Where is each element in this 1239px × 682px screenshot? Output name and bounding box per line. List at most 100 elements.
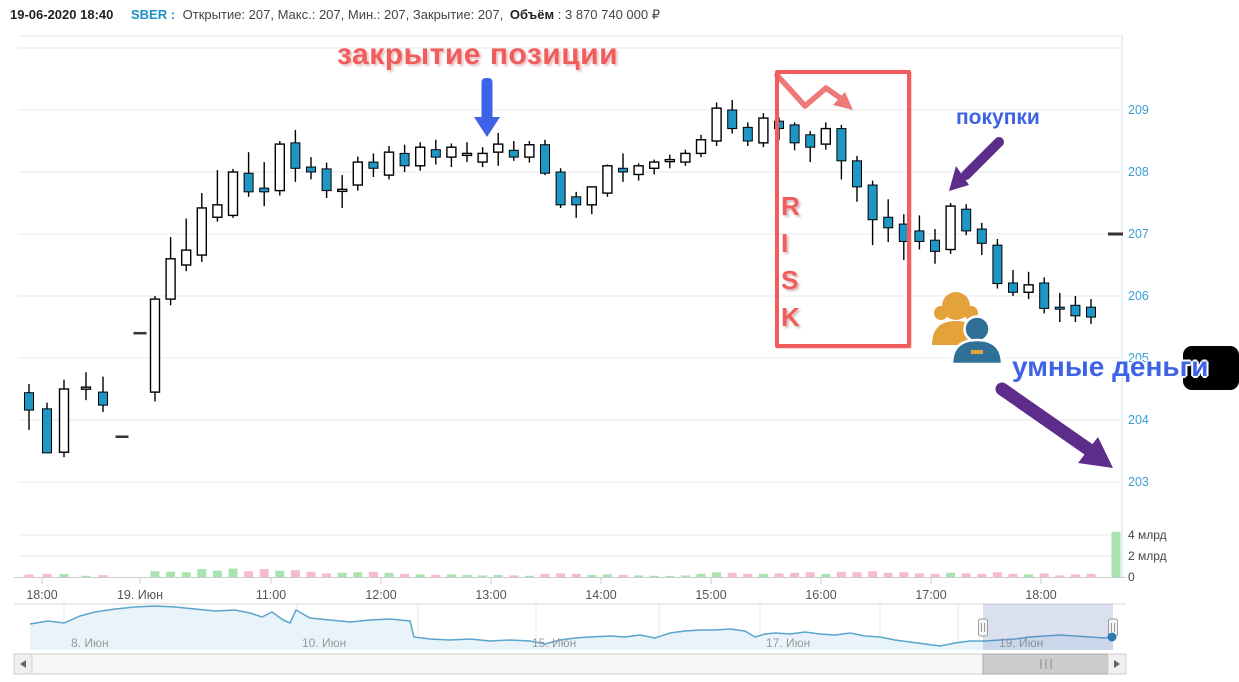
volume-bar <box>384 572 394 577</box>
candle-up <box>695 139 707 155</box>
candle-down <box>1039 282 1050 309</box>
x-axis-label: 14:00 <box>585 588 616 602</box>
candle-down <box>508 149 519 158</box>
volume-bar <box>883 572 893 577</box>
annotation-risk: R I S K <box>781 188 800 336</box>
volume-bar <box>727 572 737 577</box>
candle-up <box>180 249 192 266</box>
volume-bar <box>899 572 909 577</box>
candle-down <box>24 392 34 411</box>
x-axis-label: 17:00 <box>915 588 946 602</box>
volume-bar <box>961 573 971 577</box>
price-axis-label: 203 <box>1128 475 1149 489</box>
x-axis-label: 18:00 <box>1025 588 1056 602</box>
navigator-line <box>29 605 1114 647</box>
volume-bar <box>930 573 940 577</box>
candle-down <box>290 142 301 169</box>
volume-bar <box>602 574 612 577</box>
candle-down <box>742 126 753 142</box>
volume-bar <box>228 568 238 577</box>
volume-bar <box>1070 574 1080 577</box>
candle-up <box>58 388 70 453</box>
volume-bar <box>556 573 566 577</box>
volume-bar <box>758 573 768 577</box>
candle-up <box>337 188 348 193</box>
volume-bar <box>493 574 503 577</box>
volume-bar <box>790 572 800 577</box>
navigator-handle[interactable] <box>978 618 988 637</box>
scroll-left-icon <box>20 660 26 668</box>
candle-up <box>196 207 208 256</box>
person-blue-icon <box>950 315 1004 366</box>
volume-bar <box>415 574 425 577</box>
candle-down <box>98 391 108 406</box>
candle-down <box>1008 282 1018 293</box>
arrow-head <box>1078 437 1113 468</box>
ohlc-values: Открытие: 207, Макс.: 207, Мин.: 207, За… <box>182 7 504 22</box>
candle-up <box>461 152 473 157</box>
volume-bar <box>478 575 488 577</box>
volume-bar <box>805 572 815 577</box>
candle-down <box>914 230 925 242</box>
volume-bar <box>774 573 784 577</box>
candle-up <box>633 165 644 176</box>
candle-down <box>555 171 566 206</box>
scrollbar[interactable] <box>13 653 1127 675</box>
risk-letter: S <box>781 265 799 295</box>
candle-up <box>820 127 831 145</box>
candle-down <box>618 167 628 173</box>
candle-up <box>415 146 426 167</box>
volume-bar <box>571 573 581 577</box>
volume-bar <box>1086 573 1096 577</box>
navigator-date-label: 10. Июн <box>302 636 346 650</box>
price-axis-label: 208 <box>1128 165 1149 179</box>
candle-down <box>540 144 550 174</box>
volume-bar <box>1039 573 1049 577</box>
arrow-shaft <box>961 137 1004 180</box>
candle-up <box>602 165 613 194</box>
candle-up <box>711 107 722 142</box>
annotation-purchases: покупки <box>956 106 1040 129</box>
volume-bar <box>431 574 441 577</box>
candle-up <box>383 151 395 176</box>
datetime-label: 19-06-2020 18:40 <box>10 7 114 22</box>
price-dash <box>115 435 129 438</box>
volume-bar <box>836 571 846 577</box>
arrow-head <box>949 166 969 191</box>
risk-letter: K <box>781 302 800 332</box>
candle-up <box>493 143 504 153</box>
navigator-selected-range[interactable] <box>983 604 1113 650</box>
volume-bar <box>1055 575 1065 577</box>
volume-bar <box>306 571 316 577</box>
candle-down <box>259 187 270 193</box>
head <box>963 315 991 343</box>
candle-up <box>586 186 597 206</box>
candle-down <box>961 208 972 232</box>
volume-bar <box>696 573 706 577</box>
volume-bar <box>868 571 878 577</box>
candle-down <box>321 168 332 192</box>
candle-up <box>649 161 660 169</box>
navigator-date-label: 17. Июн <box>766 636 810 650</box>
candle-down <box>805 134 816 148</box>
scrollbar-track[interactable] <box>13 653 1127 675</box>
candle-down <box>867 184 878 221</box>
candle-down <box>976 228 987 244</box>
candle-up <box>80 386 92 390</box>
volume-bar <box>24 574 34 577</box>
volume-bar <box>42 573 52 577</box>
price-axis-label: 205 <box>1128 351 1149 365</box>
arrow-head <box>474 117 500 137</box>
smart-money-highlight-box <box>1183 346 1239 390</box>
grid <box>14 35 1126 578</box>
ohlc-info-bar: 19-06-2020 18:40 SBER : Открытие: 207, М… <box>10 7 660 23</box>
handle-body[interactable] <box>978 618 988 637</box>
volume-bar <box>181 572 191 577</box>
candle-down <box>306 166 316 173</box>
series-end-dot <box>1107 632 1117 642</box>
annotation-smart-money: умные деньги <box>1012 351 1209 382</box>
tie-stripe <box>971 350 983 354</box>
candlestick-series <box>24 100 1123 458</box>
volume-bar <box>618 574 628 577</box>
volume-bar-current <box>1111 531 1121 577</box>
